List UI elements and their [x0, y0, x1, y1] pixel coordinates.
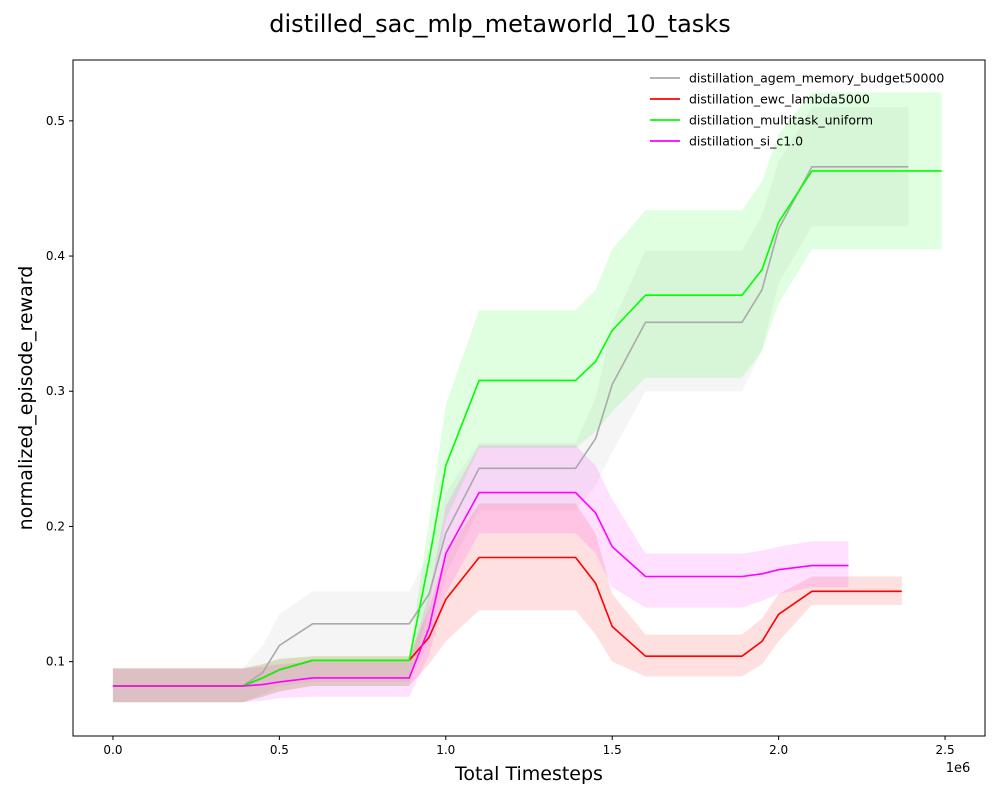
- x-tick-label: 1.0: [436, 743, 455, 757]
- y-axis: 0.1 0.2 0.3 0.4 0.5: [46, 114, 73, 669]
- x-tick-label: 2.5: [936, 743, 955, 757]
- x-tick-label: 1.5: [603, 743, 622, 757]
- legend: distillation_agem_memory_budget50000dist…: [650, 71, 944, 149]
- chart-title: distilled_sac_mlp_metaworld_10_tasks: [269, 10, 730, 38]
- plot-area-frame: [72, 59, 986, 737]
- series-lines: [112, 166, 942, 687]
- confidence-band-1: [112, 503, 902, 703]
- confidence-band-2: [112, 92, 942, 703]
- x-axis-offset-label: 1e6: [946, 761, 971, 776]
- confidence-band-0: [112, 107, 909, 703]
- x-axis-label: Total Timesteps: [454, 763, 603, 785]
- y-tick-label: 0.5: [46, 114, 65, 128]
- legend-label-2: distillation_multitask_uniform: [689, 113, 873, 128]
- x-tick-label: 0.0: [103, 743, 122, 757]
- legend-label-1: distillation_ewc_lambda5000: [689, 92, 870, 107]
- y-axis-label: normalized_episode_reward: [15, 266, 37, 531]
- confidence-bands: [112, 92, 942, 703]
- legend-label-3: distillation_si_c1.0: [689, 134, 803, 149]
- series-line-3: [112, 491, 849, 687]
- series-line-2: [112, 170, 942, 687]
- y-tick-label: 0.3: [46, 384, 65, 398]
- confidence-band-3: [112, 445, 849, 703]
- legend-label-0: distillation_agem_memory_budget50000: [689, 71, 944, 86]
- y-tick-label: 0.4: [46, 249, 65, 263]
- y-tick-label: 0.2: [46, 519, 65, 533]
- x-axis: 0.0 0.5 1.0 1.5 2.0 2.5: [103, 736, 955, 757]
- series-line-0: [112, 166, 909, 687]
- x-tick-label: 0.5: [270, 743, 289, 757]
- x-tick-label: 2.0: [769, 743, 788, 757]
- y-tick-label: 0.1: [46, 655, 65, 669]
